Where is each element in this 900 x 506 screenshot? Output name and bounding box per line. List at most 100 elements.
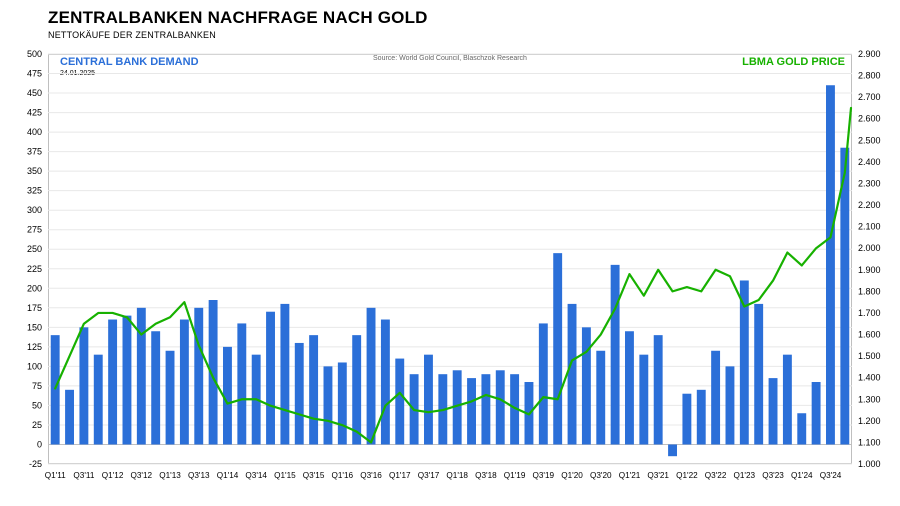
y-left-tick: 300 [27, 205, 42, 215]
bar [840, 148, 849, 445]
y-left-tick: 200 [27, 283, 42, 293]
bar [123, 316, 132, 445]
bar [424, 355, 433, 445]
y-right-tick: 2.900 [858, 49, 881, 59]
x-tick: Q3'20 [590, 471, 612, 480]
bar [797, 413, 806, 444]
y-left-tick: 425 [27, 108, 42, 118]
y-right-tick: 2.000 [858, 243, 881, 253]
bar [108, 320, 117, 445]
y-right-tick: 1.200 [858, 416, 881, 426]
x-tick: Q3'22 [705, 471, 727, 480]
x-tick: Q3'15 [303, 471, 325, 480]
x-tick: Q3'19 [533, 471, 555, 480]
bar [496, 370, 505, 444]
bar [237, 323, 246, 444]
bar [180, 320, 189, 445]
x-tick: Q3'16 [360, 471, 382, 480]
bar [467, 378, 476, 444]
y-left-tick: 325 [27, 186, 42, 196]
bar [324, 366, 333, 444]
bar [79, 327, 88, 444]
bar [582, 327, 591, 444]
y-right-tick: 2.500 [858, 135, 881, 145]
y-left-tick: 450 [27, 88, 42, 98]
y-right-tick: 1.900 [858, 265, 881, 275]
bar [151, 331, 160, 444]
bar [295, 343, 304, 445]
bar [381, 320, 390, 445]
y-right-tick: 1.700 [858, 308, 881, 318]
y-right-tick: 1.500 [858, 351, 881, 361]
bar [539, 323, 548, 444]
x-tick: Q3'24 [820, 471, 842, 480]
y-left-tick: 25 [32, 420, 42, 430]
x-tick: Q3'13 [188, 471, 210, 480]
x-tick: Q1'11 [45, 471, 66, 480]
bar [668, 444, 677, 456]
x-tick: Q1'16 [332, 471, 354, 480]
y-right-tick: 2.200 [858, 200, 881, 210]
bar [51, 335, 60, 444]
y-left-tick: 0 [37, 440, 42, 450]
y-right-tick: 1.600 [858, 330, 881, 340]
bar [223, 347, 232, 445]
bar [568, 304, 577, 445]
bar [826, 85, 835, 444]
y-left-tick: -25 [29, 459, 42, 469]
x-tick: Q3'14 [245, 471, 267, 480]
bar [697, 390, 706, 445]
y-right-tick: 2.700 [858, 92, 881, 102]
x-tick: Q1'17 [389, 471, 411, 480]
y-left-tick: 250 [27, 244, 42, 254]
chart-svg: -250255075100125150175200225250275300325… [48, 44, 852, 486]
bar [611, 265, 620, 445]
bar [352, 335, 361, 444]
y-left-tick: 275 [27, 225, 42, 235]
y-left-tick: 125 [27, 342, 42, 352]
x-tick: Q1'15 [274, 471, 296, 480]
y-right-tick: 1.100 [858, 437, 881, 447]
y-right-tick: 1.800 [858, 286, 881, 296]
y-right-tick: 2.800 [858, 71, 881, 81]
y-right-tick: 2.400 [858, 157, 881, 167]
x-tick: Q3'11 [73, 471, 94, 480]
y-left-tick: 75 [32, 381, 42, 391]
bar [280, 304, 289, 445]
chart-container: { "title": "ZENTRALBANKEN NACHFRAGE NACH… [0, 0, 900, 506]
chart-plot-area: -250255075100125150175200225250275300325… [48, 44, 852, 486]
y-left-tick: 500 [27, 49, 42, 59]
y-left-tick: 475 [27, 69, 42, 79]
x-tick: Q1'21 [619, 471, 641, 480]
bar [395, 359, 404, 445]
x-tick: Q1'18 [446, 471, 468, 480]
bar [367, 308, 376, 445]
bar [94, 355, 103, 445]
x-tick: Q3'18 [475, 471, 497, 480]
x-tick: Q3'12 [131, 471, 153, 480]
bar [481, 374, 490, 444]
x-tick: Q3'23 [762, 471, 784, 480]
bar [266, 312, 275, 445]
bar [309, 335, 318, 444]
y-left-tick: 50 [32, 400, 42, 410]
bar [654, 335, 663, 444]
bar [783, 355, 792, 445]
y-right-tick: 2.300 [858, 179, 881, 189]
bar [596, 351, 605, 445]
x-tick: Q1'14 [217, 471, 239, 480]
y-right-tick: 2.600 [858, 114, 881, 124]
x-tick: Q1'24 [791, 471, 813, 480]
y-left-tick: 375 [27, 147, 42, 157]
y-left-tick: 350 [27, 166, 42, 176]
y-right-tick: 1.000 [858, 459, 881, 469]
bar [553, 253, 562, 444]
x-tick: Q1'12 [102, 471, 124, 480]
chart-title: ZENTRALBANKEN NACHFRAGE NACH GOLD [48, 8, 428, 28]
y-left-tick: 175 [27, 303, 42, 313]
y-left-tick: 150 [27, 322, 42, 332]
bar [711, 351, 720, 445]
y-right-tick: 1.300 [858, 394, 881, 404]
bar [137, 308, 146, 445]
y-left-tick: 225 [27, 264, 42, 274]
